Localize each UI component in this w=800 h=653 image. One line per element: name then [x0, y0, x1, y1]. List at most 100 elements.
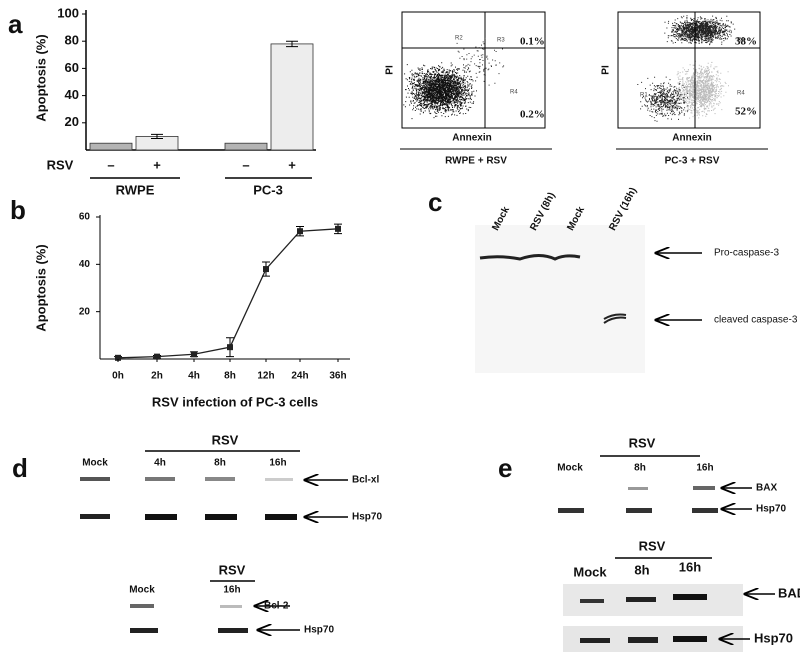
caption: PC-3 + RSV	[665, 156, 720, 167]
x-tick-label: +	[153, 157, 161, 172]
band	[220, 605, 242, 608]
dot-cloud	[664, 15, 736, 46]
marker	[191, 351, 197, 358]
x-tick-label: 0h	[112, 371, 124, 382]
band-label: Bcl-xl	[352, 475, 379, 486]
band	[580, 599, 604, 603]
flow-plot: R2 R3 R4 0.1% 0.2% PI Annexin RWPE + RSV	[385, 11, 552, 167]
band-label: BAX	[756, 483, 777, 494]
treatment-label: RSV	[629, 435, 656, 450]
error-bar	[286, 40, 298, 48]
band-label: Pro-caspase-3	[714, 248, 779, 259]
plot-frame	[401, 11, 546, 129]
band-label: Hsp70	[304, 625, 334, 636]
band	[603, 313, 627, 324]
y-axis-label: PI	[385, 65, 396, 75]
lane-label: 16h	[696, 463, 713, 474]
band	[80, 477, 110, 481]
lane-label: Mock	[573, 564, 607, 579]
lane-label: 16h	[269, 458, 286, 469]
lane-label: 4h	[154, 458, 166, 469]
bar	[89, 142, 133, 151]
x-tick-label: –	[107, 157, 114, 172]
bar-chart: Apoptosis (%) RSV RWPE PC-3 20 40 60 80 100 –…	[33, 5, 316, 197]
marker	[115, 354, 121, 361]
error-bar	[151, 133, 163, 139]
western-blot: Mock RSV (8h) Mock RSV (16h) Pro-caspase…	[475, 186, 798, 373]
panel-label: e	[498, 453, 512, 483]
dot-cloud	[637, 76, 689, 122]
band	[558, 508, 584, 513]
x-axis-label: RSV infection of PC-3 cells	[152, 394, 318, 409]
band	[628, 637, 658, 643]
band-label: Hsp70	[754, 630, 793, 645]
western-blot: RSV Mock 8h 16h BAX Hsp70 RSV Mock 8h 16…	[557, 435, 800, 652]
blot-membrane	[475, 225, 645, 373]
band	[693, 486, 715, 490]
quadrant-label: R4	[510, 90, 518, 96]
treatment-label: RSV	[219, 562, 246, 577]
group-label: RWPE	[116, 182, 155, 197]
quadrant-label: R3	[497, 38, 505, 44]
y-tick-label: 80	[65, 33, 79, 48]
band-label: Hsp70	[756, 504, 786, 515]
row-label: RSV	[47, 157, 74, 172]
x-tick-label: –	[242, 157, 249, 172]
lane-label: 16h	[223, 585, 240, 596]
lane-label: 8h	[634, 562, 649, 577]
lane-label: 8h	[634, 463, 646, 474]
y-tick-label: 100	[57, 5, 79, 20]
x-tick-label: 4h	[188, 371, 200, 382]
lane-label: Mock	[129, 585, 155, 596]
y-tick-label: 60	[79, 212, 91, 223]
marker	[335, 225, 341, 232]
bar	[270, 43, 314, 151]
dot-cloud	[673, 60, 729, 119]
panel-label: a	[8, 9, 23, 39]
band-label: Bcl-2	[264, 601, 289, 612]
lane-label: Mock	[557, 463, 583, 474]
band	[479, 254, 581, 261]
marker	[154, 353, 160, 360]
panel-label: b	[10, 195, 26, 225]
band-label: Hsp70	[352, 512, 382, 523]
x-tick-label: +	[288, 157, 296, 172]
y-tick-label: 40	[79, 259, 91, 270]
y-tick-label: 40	[65, 87, 79, 102]
line-chart: Apoptosis (%) RSV infection of PC-3 cell…	[33, 212, 350, 409]
band	[692, 508, 718, 513]
band	[80, 514, 110, 519]
x-tick-label: 24h	[291, 371, 308, 382]
y-tick-label: 20	[65, 114, 79, 129]
band	[628, 487, 648, 490]
band	[205, 514, 237, 520]
quadrant-value: 38%	[735, 36, 757, 48]
x-axis-label: Annexin	[672, 133, 711, 144]
group-label: PC-3	[253, 182, 283, 197]
band	[673, 636, 707, 642]
band	[265, 514, 297, 520]
y-tick-label: 20	[79, 306, 91, 317]
y-axis-label: PI	[601, 65, 612, 75]
panel-label: c	[428, 187, 442, 217]
quadrant-label: R2	[455, 36, 463, 42]
band	[218, 628, 248, 633]
x-tick-label: 8h	[224, 371, 236, 382]
band	[145, 514, 177, 520]
x-tick-label: 36h	[329, 371, 346, 382]
band	[673, 594, 707, 600]
dot-cloud	[403, 62, 478, 120]
quadrant-value: 0.2%	[520, 109, 545, 121]
band-label: BAD	[778, 585, 800, 600]
bar	[224, 142, 268, 151]
lane-label: 16h	[679, 559, 701, 574]
y-axis-label: Apoptosis (%)	[33, 34, 48, 121]
band	[205, 477, 235, 481]
line	[117, 228, 339, 359]
y-tick-label: 60	[65, 60, 79, 75]
band	[130, 604, 154, 608]
caption: RWPE + RSV	[445, 156, 507, 167]
marker	[263, 266, 269, 273]
x-tick-label: 12h	[257, 371, 274, 382]
